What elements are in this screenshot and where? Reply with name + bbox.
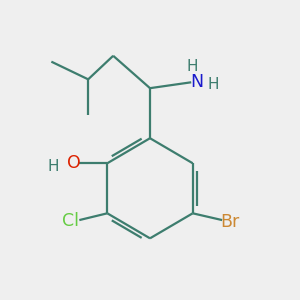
Text: H: H [208,77,219,92]
Text: H: H [187,59,198,74]
Text: N: N [190,73,204,91]
Text: O: O [67,154,80,172]
Text: Br: Br [220,213,239,231]
Text: Cl: Cl [62,212,79,230]
Text: H: H [48,159,59,174]
